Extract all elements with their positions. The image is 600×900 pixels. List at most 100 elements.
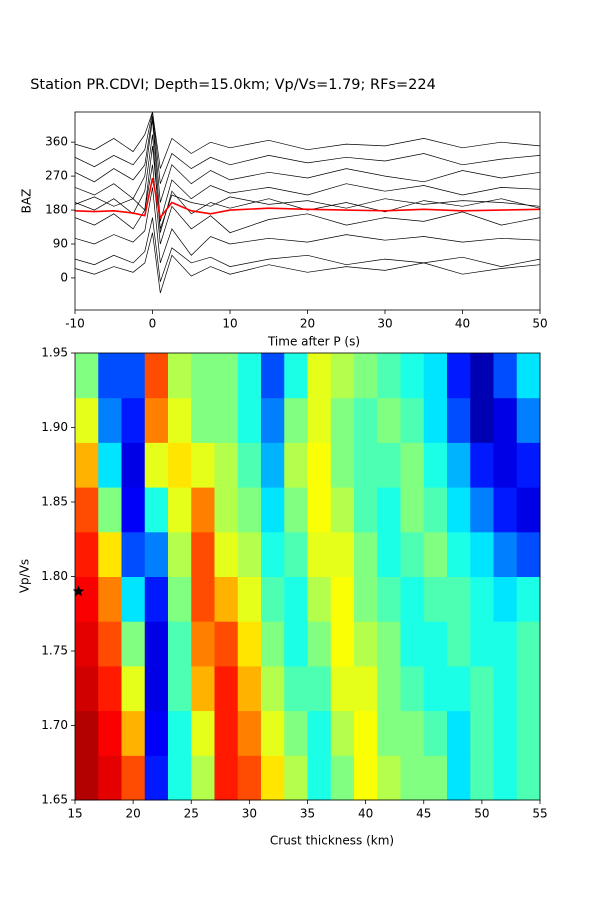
heatmap-cell bbox=[330, 442, 355, 488]
heatmap-cell bbox=[400, 353, 425, 399]
heatmap-cell bbox=[191, 621, 215, 667]
heatmap-cell bbox=[447, 755, 471, 801]
trace bbox=[75, 119, 540, 222]
heatmap-cell bbox=[261, 576, 285, 622]
heatmap-cell bbox=[98, 397, 122, 443]
heatmap-cell bbox=[447, 397, 471, 443]
heatmap-cell bbox=[144, 755, 169, 801]
heatmap-cell bbox=[470, 353, 494, 399]
heatmap-cell bbox=[377, 531, 401, 577]
heatmap-cell bbox=[168, 755, 192, 801]
heatmap-cell bbox=[470, 665, 494, 712]
heatmap-cell bbox=[284, 755, 308, 801]
heatmap-cell bbox=[330, 353, 355, 399]
heatmap-cell bbox=[423, 531, 448, 577]
heatmap-cell bbox=[493, 442, 518, 488]
chart-title: Station PR.CDVI; Depth=15.0km; Vp/Vs=1.7… bbox=[30, 77, 436, 93]
heatmap-cell bbox=[470, 621, 494, 667]
x-tick-label: 30 bbox=[242, 807, 257, 821]
heatmap-cell bbox=[75, 442, 99, 488]
heatmap-cell bbox=[354, 576, 378, 622]
heatmap-cell bbox=[237, 353, 262, 399]
x-tick-label: 20 bbox=[300, 317, 315, 331]
heatmap-cell bbox=[400, 531, 425, 577]
heatmap-cell bbox=[144, 487, 169, 533]
y-axis-label: BAZ bbox=[20, 189, 34, 214]
heatmap-cell bbox=[493, 755, 518, 801]
x-tick-label: 40 bbox=[455, 317, 470, 331]
heatmap-cell bbox=[144, 531, 169, 577]
heatmap-cell bbox=[237, 665, 262, 712]
heatmap-cell bbox=[75, 397, 99, 443]
heatmap-cell bbox=[330, 397, 355, 443]
heatmap-cell bbox=[261, 397, 285, 443]
x-tick-label: 50 bbox=[532, 317, 547, 331]
trace bbox=[75, 112, 540, 184]
y-tick-label: 90 bbox=[53, 237, 68, 251]
heatmap-cell bbox=[447, 531, 471, 577]
heatmap-cell bbox=[377, 397, 401, 443]
heatmap-cell bbox=[75, 710, 99, 756]
heatmap-cell bbox=[98, 487, 122, 533]
heatmap-cell bbox=[330, 531, 355, 577]
x-tick-label: -10 bbox=[65, 317, 85, 331]
heatmap-cell bbox=[168, 353, 192, 399]
heatmap-cell bbox=[400, 710, 425, 756]
heatmap-cell bbox=[168, 665, 192, 712]
heatmap-cell bbox=[400, 442, 425, 488]
heatmap-cell bbox=[423, 665, 448, 712]
trace bbox=[75, 177, 540, 220]
heatmap-cell bbox=[516, 487, 541, 533]
y-tick-label: 1.90 bbox=[41, 420, 68, 434]
heatmap-cell bbox=[470, 710, 494, 756]
heatmap-cell bbox=[261, 487, 285, 533]
heatmap-cell bbox=[377, 710, 401, 756]
heatmap-cell bbox=[284, 710, 308, 756]
heatmap-cell bbox=[237, 531, 262, 577]
heatmap-cell bbox=[98, 755, 122, 801]
heatmap-cell bbox=[284, 442, 308, 488]
x-tick-label: 40 bbox=[358, 807, 373, 821]
best-fit-marker bbox=[72, 585, 85, 597]
heatmap-cell bbox=[423, 710, 448, 756]
heatmap-cell bbox=[307, 442, 332, 488]
heatmap-cell bbox=[261, 755, 285, 801]
heatmap-cell bbox=[377, 576, 401, 622]
heatmap-cell bbox=[237, 576, 262, 622]
heatmap-cell bbox=[470, 576, 494, 622]
heatmap-cell bbox=[121, 755, 146, 801]
heatmap-cell bbox=[191, 576, 215, 622]
heatmap-cell bbox=[261, 531, 285, 577]
y-tick-label: 0 bbox=[60, 270, 68, 284]
heatmap-cell bbox=[423, 621, 448, 667]
heatmap-cell bbox=[284, 353, 308, 399]
y-tick-label: 360 bbox=[45, 135, 68, 149]
heatmap-cell bbox=[191, 531, 215, 577]
trace bbox=[75, 217, 540, 282]
heatmap-cell bbox=[377, 487, 401, 533]
x-tick-label: 30 bbox=[377, 317, 392, 331]
heatmap-cell bbox=[237, 710, 262, 756]
heatmap-cell bbox=[214, 487, 239, 533]
y-tick-label: 1.70 bbox=[41, 718, 68, 732]
heatmap-cell bbox=[144, 442, 169, 488]
heatmap-cell bbox=[144, 397, 169, 443]
heatmap-cell bbox=[516, 576, 541, 622]
heatmap-cell bbox=[144, 621, 169, 667]
heatmap-cell bbox=[214, 710, 239, 756]
heatmap-cell bbox=[261, 621, 285, 667]
heatmap-cell bbox=[354, 531, 378, 577]
y-axis-label: Vp/Vs bbox=[18, 559, 32, 593]
heatmap-cell bbox=[493, 397, 518, 443]
heatmap-cell bbox=[191, 487, 215, 533]
heatmap-cell bbox=[261, 353, 285, 399]
heatmap-cell bbox=[377, 621, 401, 667]
heatmap-cell bbox=[447, 487, 471, 533]
x-axis-label: Time after P (s) bbox=[267, 335, 360, 349]
heatmap-cell bbox=[377, 755, 401, 801]
heatmap-cell bbox=[330, 621, 355, 667]
heatmap-cell bbox=[98, 665, 122, 712]
heatmap-cell bbox=[168, 531, 192, 577]
heatmap-cell bbox=[214, 755, 239, 801]
